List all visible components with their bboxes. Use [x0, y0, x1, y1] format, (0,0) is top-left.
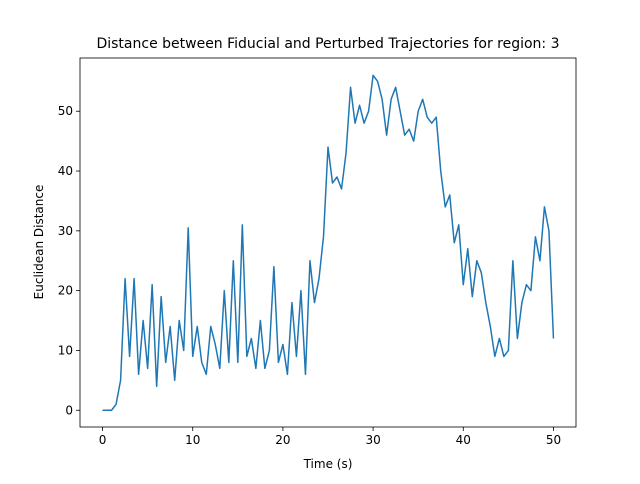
- x-tick-label: 50: [546, 433, 561, 447]
- y-tick-label: 40: [58, 164, 73, 178]
- y-tick-label: 20: [58, 284, 73, 298]
- data-line: [102, 74, 555, 412]
- x-tick-label: 20: [275, 433, 290, 447]
- chart-title: Distance between Fiducial and Perturbed …: [96, 36, 559, 52]
- y-tick-label: 50: [58, 104, 73, 118]
- x-tick-label: 30: [365, 433, 380, 447]
- y-axis-label: Euclidean Distance: [32, 185, 46, 300]
- x-axis-label: Time (s): [303, 457, 353, 471]
- x-tick-label: 0: [99, 433, 107, 447]
- plot-frame: [79, 57, 577, 428]
- x-tick-label: 40: [456, 433, 471, 447]
- y-tick-label: 10: [58, 343, 73, 357]
- y-tick-label: 0: [65, 403, 73, 417]
- y-tick-label: 30: [58, 224, 73, 238]
- x-tick-label: 10: [185, 433, 200, 447]
